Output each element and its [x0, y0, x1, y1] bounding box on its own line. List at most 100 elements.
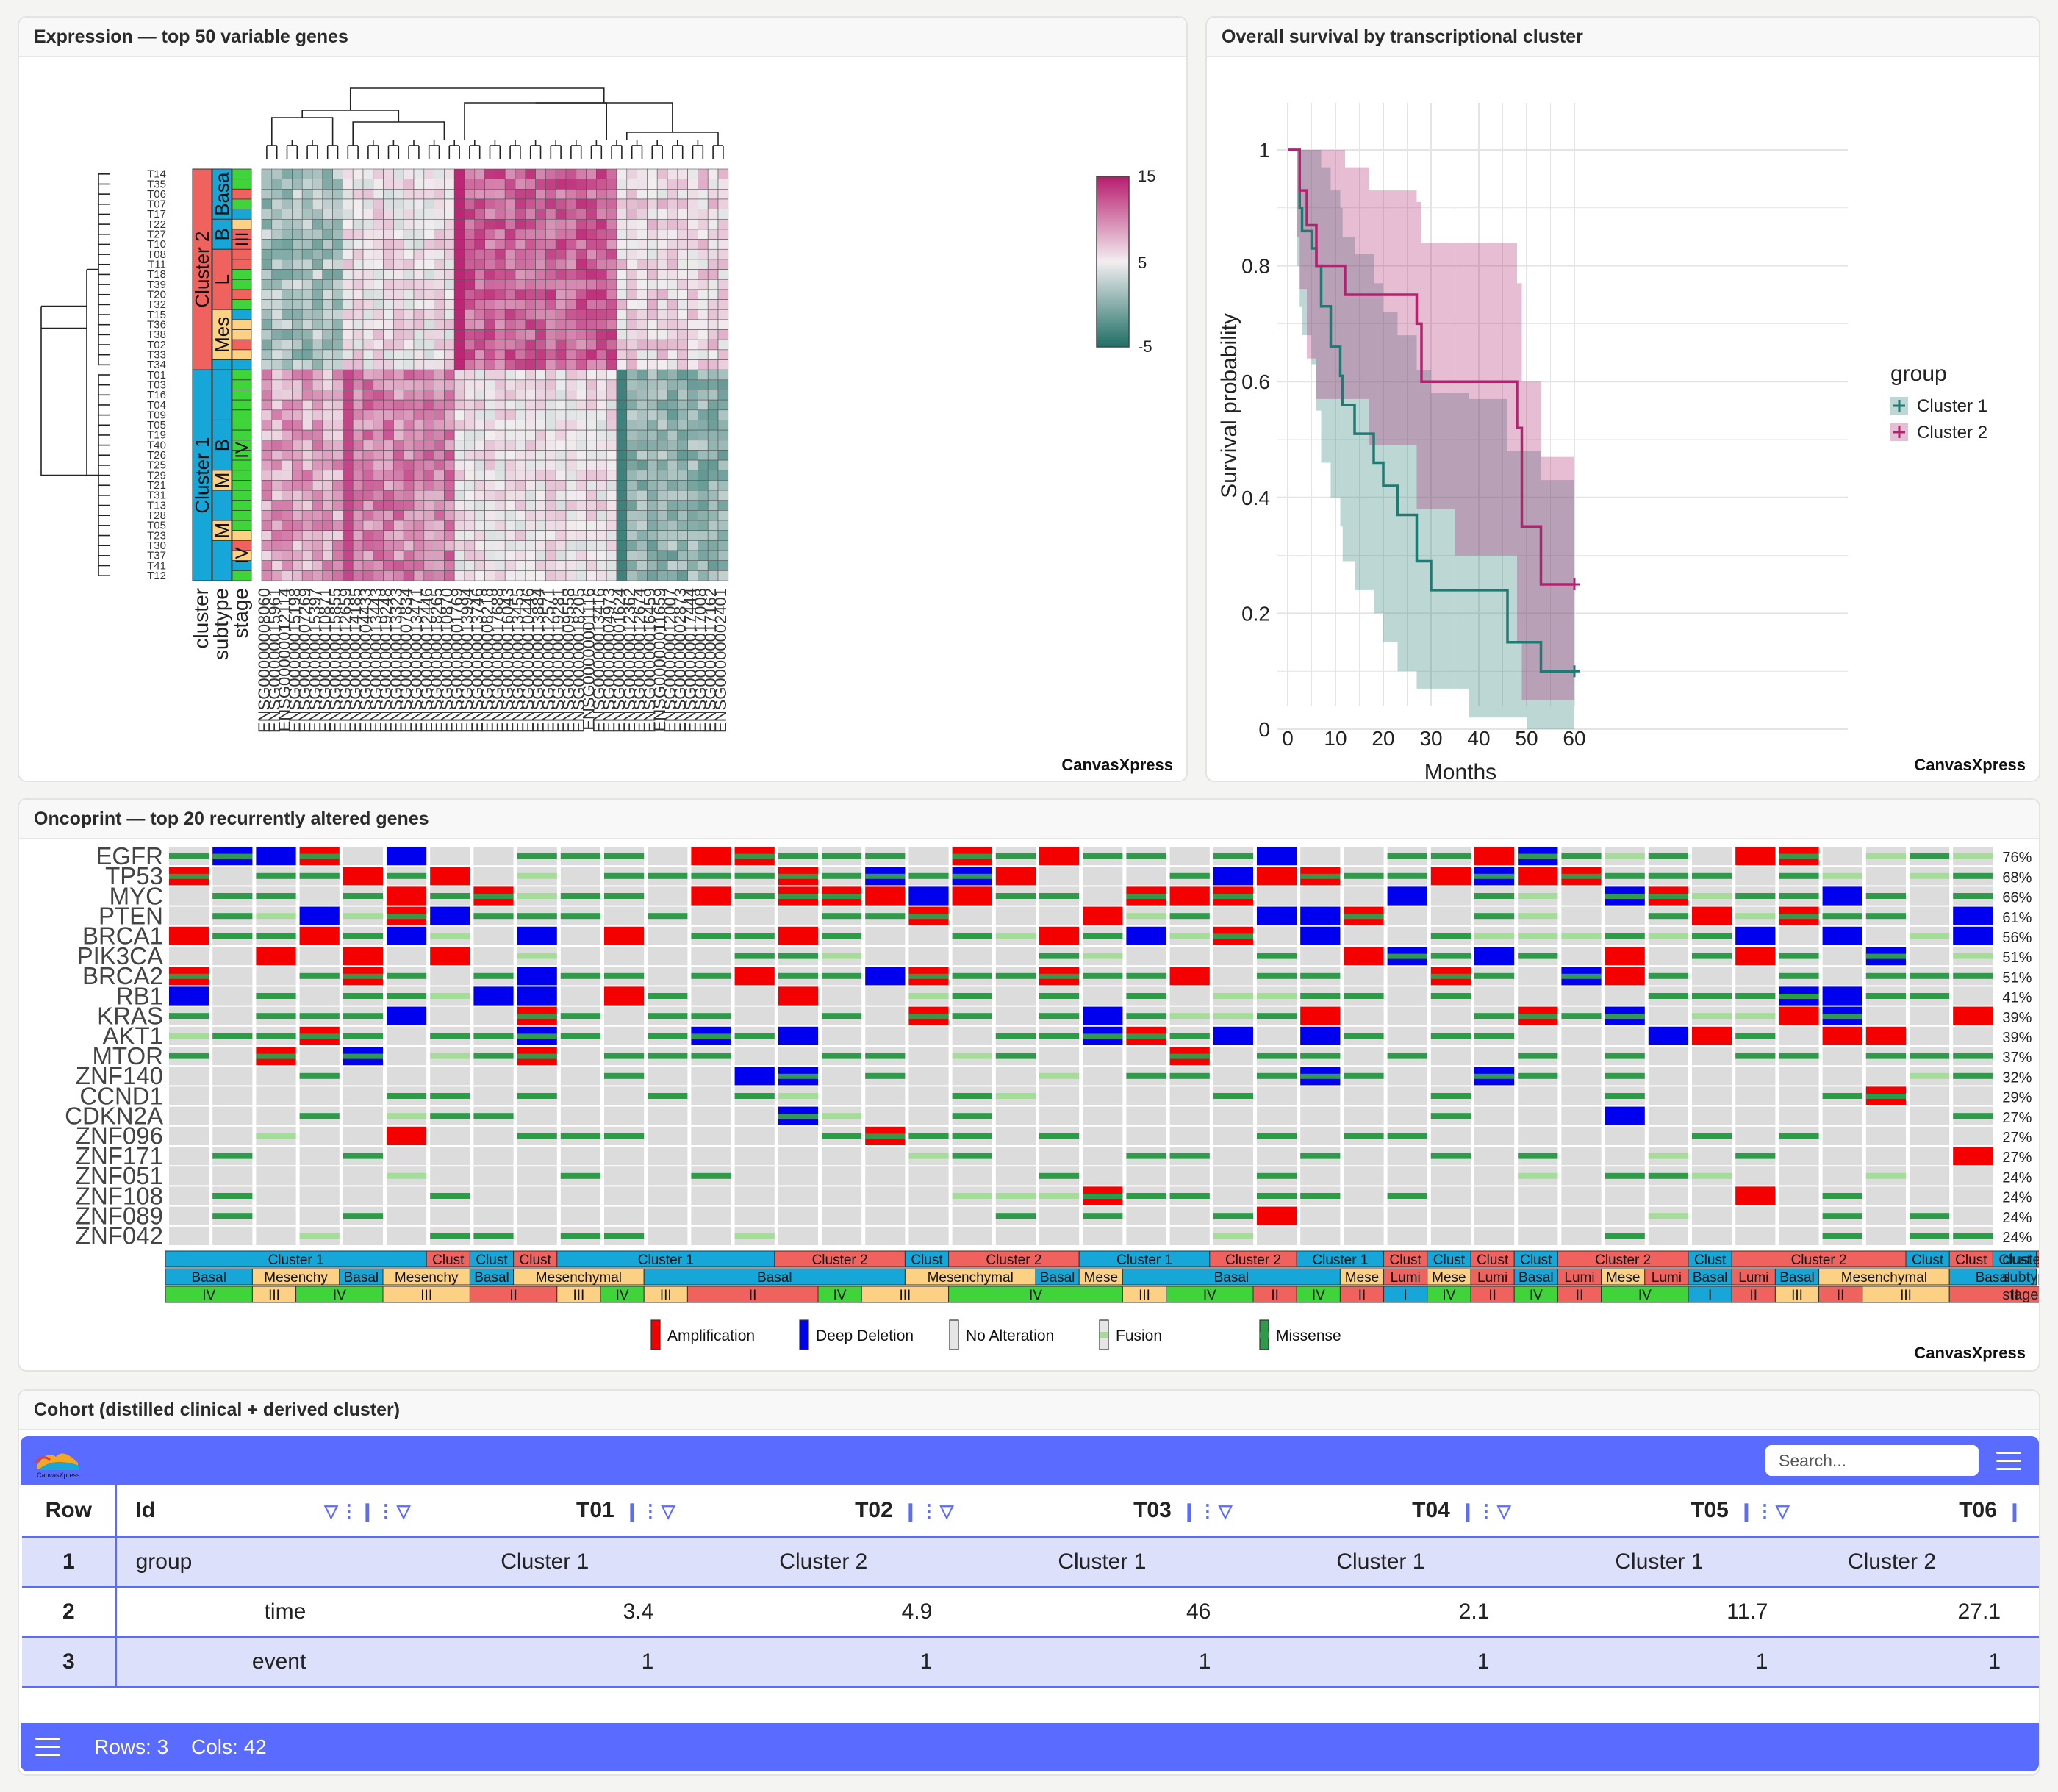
- heatmap-cells[interactable]: [261, 168, 729, 581]
- table-cell[interactable]: 1: [692, 1637, 971, 1688]
- no-alteration-cell: [1648, 1126, 1688, 1145]
- heatmap-cell: [525, 198, 536, 209]
- no-alteration-cell: [778, 906, 818, 925]
- header-row[interactable]: Row: [22, 1485, 117, 1538]
- column-filter-icon[interactable]: ❙⋮▽: [903, 1502, 956, 1522]
- heatmap-cell: [413, 520, 425, 531]
- heatmap-cell: [343, 379, 354, 390]
- search-input[interactable]: Search...: [1765, 1445, 1979, 1476]
- expression-heatmap[interactable]: T14T35T06T07T17T22T27T10T08T11T18T39T20T…: [19, 57, 1188, 782]
- table-cell[interactable]: Cluster 1: [970, 1537, 1250, 1588]
- missense-mark: [1387, 872, 1427, 879]
- table-row[interactable]: 2 time 3.4 4.9 46 2.1 11.7 27.1: [22, 1587, 2039, 1638]
- table-cell[interactable]: 11.7: [1527, 1587, 1807, 1638]
- row-number-cell[interactable]: 1: [22, 1537, 117, 1588]
- row-number-cell[interactable]: 2: [22, 1587, 117, 1638]
- header-t03[interactable]: T03 ❙⋮▽: [970, 1485, 1250, 1538]
- heatmap-cell: [271, 209, 282, 220]
- heatmap-cell: [403, 450, 415, 461]
- missense-mark: [1039, 893, 1080, 899]
- heatmap-cell: [484, 480, 495, 491]
- oncoprint-chart[interactable]: EGFR 76%TP53 68%MYC 66%PTEN 61%BRCA1 56%PIK3C…: [19, 839, 2040, 1372]
- menu-icon[interactable]: [1996, 1452, 2021, 1471]
- heatmap-cell: [322, 218, 333, 230]
- x-tick-label: 30: [1419, 727, 1442, 750]
- header-t05[interactable]: T05 ❙⋮▽: [1527, 1485, 1807, 1538]
- table-cell[interactable]: 46: [970, 1587, 1250, 1638]
- no-alteration-cell: [1692, 1047, 1732, 1066]
- table-cell[interactable]: Cluster 1: [413, 1537, 692, 1588]
- heatmap-cell: [393, 359, 404, 370]
- column-filter-icon[interactable]: ❙⋮▽: [1181, 1502, 1235, 1522]
- heatmap-cell: [362, 198, 374, 209]
- no-alteration-cell: [1430, 1067, 1471, 1086]
- footer-menu-icon[interactable]: [35, 1738, 60, 1757]
- missense-mark: [1344, 1072, 1384, 1079]
- heatmap-cell: [677, 168, 688, 179]
- header-t02[interactable]: T02 ❙⋮▽: [692, 1485, 971, 1538]
- no-alteration-cell: [1344, 1166, 1384, 1186]
- table-cell[interactable]: Cluster 1: [1527, 1537, 1807, 1588]
- heatmap-cell: [616, 259, 628, 270]
- table-cell[interactable]: 1: [1527, 1637, 1807, 1688]
- table-cell[interactable]: Cluster 1: [1249, 1537, 1528, 1588]
- table-cell[interactable]: 3.4: [413, 1587, 692, 1638]
- id-cell[interactable]: event: [115, 1637, 414, 1688]
- table-cell[interactable]: 1: [1249, 1637, 1528, 1688]
- heatmap-cell: [312, 429, 323, 441]
- heatmap-cell: [403, 570, 415, 581]
- no-alteration-cell: [430, 1166, 470, 1186]
- heatmap-cell: [495, 379, 506, 390]
- heatmap-cell: [282, 218, 293, 230]
- heatmap-cell: [301, 510, 313, 521]
- heatmap-cell: [453, 429, 465, 441]
- heatmap-cell: [312, 339, 323, 351]
- table-row[interactable]: 3 event 1 1 1 1 1 1: [22, 1637, 2039, 1688]
- heatmap-cell: [656, 409, 668, 420]
- heatmap-cell: [637, 259, 648, 270]
- table-cell[interactable]: Cluster 2: [692, 1537, 971, 1588]
- header-t04[interactable]: T04 ❙⋮▽: [1249, 1485, 1528, 1538]
- missense-mark: [648, 1093, 688, 1099]
- header-t01[interactable]: T01 ❙⋮▽: [413, 1485, 692, 1538]
- table-cell[interactable]: 27.1: [1806, 1587, 2039, 1638]
- legend-label: Cluster 1: [1917, 396, 1987, 416]
- heatmap-cell: [423, 189, 434, 200]
- annotation-label: Mesenchy: [395, 1270, 459, 1286]
- missense-mark: [822, 913, 862, 920]
- canvasxpress-logo-icon[interactable]: CanvasXpress: [34, 1444, 85, 1479]
- amplification-cell: [299, 926, 340, 945]
- id-cell[interactable]: group: [115, 1537, 414, 1588]
- heatmap-cell: [484, 560, 495, 571]
- missense-mark: [691, 972, 731, 979]
- survival-chart[interactable]: 0 10 20 30 40 50 6000.20.40.60.81MonthsSurviva…: [1207, 57, 2040, 782]
- heatmap-cell: [677, 329, 688, 340]
- oncoprint-cells[interactable]: [169, 847, 1993, 1245]
- missense-mark: [1474, 1073, 1515, 1079]
- fusion-mark: [1822, 872, 1862, 879]
- heatmap-cell: [545, 218, 556, 230]
- table-cell[interactable]: Cluster 2: [1806, 1537, 2039, 1588]
- column-filter-icon[interactable]: ❙⋮▽: [624, 1502, 678, 1522]
- column-filter-icon[interactable]: ❙⋮▽: [1738, 1502, 1792, 1522]
- heatmap-cell: [565, 459, 577, 471]
- column-resize-icon[interactable]: ❙: [2007, 1502, 2024, 1522]
- fusion-mark: [1735, 913, 1776, 920]
- table-cell[interactable]: 2.1: [1249, 1587, 1528, 1638]
- header-id[interactable]: Id ▽⋮❙⋮▽: [115, 1485, 414, 1538]
- no-alteration-cell: [1822, 847, 1862, 866]
- table-cell[interactable]: 4.9: [692, 1587, 971, 1638]
- table-cell[interactable]: 1: [1806, 1637, 2039, 1688]
- header-t06[interactable]: T06 ❙: [1806, 1485, 2039, 1538]
- row-label: T08: [147, 248, 166, 261]
- table-cell[interactable]: 1: [413, 1637, 692, 1688]
- no-alteration-cell: [560, 867, 600, 886]
- fusion-mark: [343, 913, 383, 920]
- row-number-cell[interactable]: 3: [22, 1637, 117, 1688]
- missense-mark: [865, 913, 906, 920]
- table-cell[interactable]: 1: [970, 1637, 1250, 1688]
- column-filter-icon[interactable]: ❙⋮▽: [1460, 1502, 1513, 1522]
- id-cell[interactable]: time: [115, 1587, 414, 1638]
- table-row[interactable]: 1 group Cluster 1 Cluster 2 Cluster 1 Cluster…: [22, 1537, 2039, 1588]
- column-filter-icon[interactable]: ▽⋮❙⋮▽: [324, 1502, 413, 1522]
